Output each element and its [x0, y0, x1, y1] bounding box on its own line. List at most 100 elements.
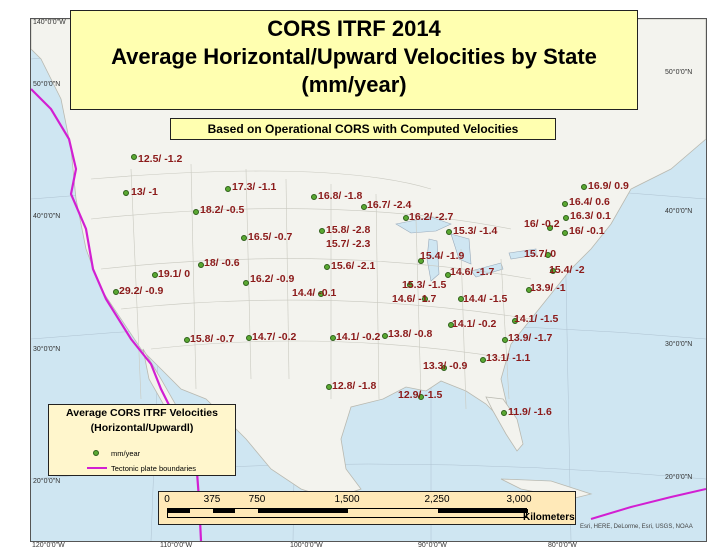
coord-label: 100°0'0"W	[290, 542, 323, 549]
velocity-label: 16.2/ -0.9	[250, 273, 295, 285]
velocity-label: 12.8/ -1.8	[332, 380, 377, 392]
velocity-label: 17.3/ -1.1	[232, 181, 277, 193]
border	[245, 168, 252, 380]
velocity-label: 16.8/ -1.8	[318, 190, 363, 202]
velocity-label: 13.9/ -1	[530, 282, 566, 294]
cors-dot[interactable]	[184, 337, 190, 343]
velocity-label: 16/ -0.2	[524, 218, 560, 230]
scale-bar-graphic	[167, 508, 528, 518]
scale-tick: 1,500	[334, 494, 360, 505]
cors-dot[interactable]	[458, 296, 464, 302]
velocity-label: 11.9/ -1.6	[508, 406, 552, 418]
cors-dot[interactable]	[480, 357, 486, 363]
coord-label: 30°0'0"N	[33, 346, 61, 353]
subtitle-box: Based on Operational CORS with Computed …	[170, 118, 556, 140]
coord-label: 50°0'0"N	[665, 69, 693, 76]
title-line-2: Average Horizontal/Upward Velocities by …	[111, 44, 597, 69]
cors-dot[interactable]	[502, 337, 508, 343]
cors-dot[interactable]	[330, 335, 336, 341]
velocity-label: 16.5/ -0.7	[248, 231, 293, 243]
cors-dot[interactable]	[241, 235, 247, 241]
velocity-label: 16.2/ -2.7	[409, 211, 454, 223]
velocity-label: 13.3/ -0.9	[423, 360, 468, 372]
cors-dot[interactable]	[418, 258, 424, 264]
coord-label: 40°0'0"N	[665, 208, 693, 215]
cors-dot[interactable]	[123, 190, 129, 196]
cors-dot[interactable]	[319, 228, 325, 234]
cors-dot[interactable]	[501, 410, 507, 416]
title-line-1: CORS ITRF 2014	[267, 16, 441, 41]
cors-dot[interactable]	[311, 194, 317, 200]
cors-dot[interactable]	[243, 280, 249, 286]
cors-dot[interactable]	[563, 215, 569, 221]
title-line-3: (mm/year)	[301, 72, 407, 97]
border	[460, 248, 467, 410]
cors-dot[interactable]	[152, 272, 158, 278]
coord-label: 40°0'0"N	[33, 213, 61, 220]
cors-dot[interactable]	[547, 225, 553, 231]
cors-dot[interactable]	[246, 335, 252, 341]
cors-dot[interactable]	[526, 287, 532, 293]
legend-line-icon	[87, 467, 107, 469]
scale-tick: 0	[164, 494, 170, 505]
border	[190, 163, 197, 390]
scale-tick: 2,250	[424, 494, 450, 505]
scale-tick: 3,000	[506, 494, 532, 505]
coord-label: 90°0'0"W	[418, 542, 447, 549]
cors-dot[interactable]	[326, 384, 332, 390]
velocity-label: 15.3/ -1.5	[402, 279, 447, 291]
tectonic-plate-boundary	[590, 488, 706, 520]
cors-dot[interactable]	[562, 201, 568, 207]
velocity-label: 13.1/ -1.1	[486, 352, 531, 364]
cors-dot[interactable]	[318, 291, 324, 297]
cors-dot[interactable]	[550, 268, 556, 274]
cors-dot[interactable]	[131, 154, 137, 160]
cors-dot[interactable]	[441, 365, 447, 371]
velocity-label: 15.8/ -0.7	[190, 333, 235, 345]
cors-dot[interactable]	[512, 318, 518, 324]
velocity-label: 15.7/ 0	[524, 248, 557, 260]
cors-dot[interactable]	[562, 230, 568, 236]
velocity-label: 15.6/ -2.1	[331, 260, 376, 272]
velocity-label: 14.4/ -0.1	[292, 287, 337, 299]
velocity-label: 19.1/ 0	[158, 268, 191, 280]
cors-dot[interactable]	[445, 272, 451, 278]
cors-dot[interactable]	[422, 296, 428, 302]
cors-dot[interactable]	[418, 394, 424, 400]
scale-tick: 750	[248, 494, 266, 505]
velocity-label: 15.4/ -2	[549, 264, 585, 276]
cors-dot[interactable]	[324, 264, 330, 270]
cors-dot[interactable]	[113, 289, 119, 295]
title-box: CORS ITRF 2014 Average Horizontal/Upward…	[70, 10, 638, 110]
cors-dot[interactable]	[403, 215, 409, 221]
legend-title-line-2: (Horizontal/Upwardl)	[90, 422, 194, 434]
cors-dot[interactable]	[446, 229, 452, 235]
cors-dot[interactable]	[361, 204, 367, 210]
velocity-label: 13.9/ -1.7	[508, 332, 553, 344]
velocity-label: 16.7/ -2.4	[367, 199, 412, 211]
scale-bar: 0 375 750 1,500 2,250 3,000 Kilometers	[158, 491, 576, 525]
state-borders	[90, 163, 532, 410]
velocity-label: 14.7/ -0.2	[252, 331, 297, 343]
cors-dot[interactable]	[448, 322, 454, 328]
cors-dot[interactable]	[382, 333, 388, 339]
lake-superior	[395, 216, 452, 234]
velocity-label: 14.1/ -0.2	[336, 331, 381, 343]
coord-label: 20°0'0"N	[33, 478, 61, 485]
lake-ontario	[508, 248, 537, 260]
border	[90, 170, 432, 190]
border	[415, 218, 422, 400]
cors-dot[interactable]	[225, 186, 231, 192]
velocity-label: 15.4/ -1.9	[420, 250, 465, 262]
land-florida	[485, 396, 524, 452]
cors-dot[interactable]	[407, 282, 413, 288]
cors-dot[interactable]	[198, 262, 204, 268]
cors-dot[interactable]	[545, 252, 551, 258]
great-lakes	[395, 216, 537, 282]
velocity-label: 13/ -1	[131, 186, 158, 198]
velocity-label: 12.9/ -1.5	[398, 389, 443, 401]
velocity-label: 14.1/ -1.5	[514, 313, 559, 325]
cors-dot[interactable]	[193, 209, 199, 215]
cors-dot[interactable]	[581, 184, 587, 190]
coord-label: 110°0'0"W	[160, 542, 193, 549]
